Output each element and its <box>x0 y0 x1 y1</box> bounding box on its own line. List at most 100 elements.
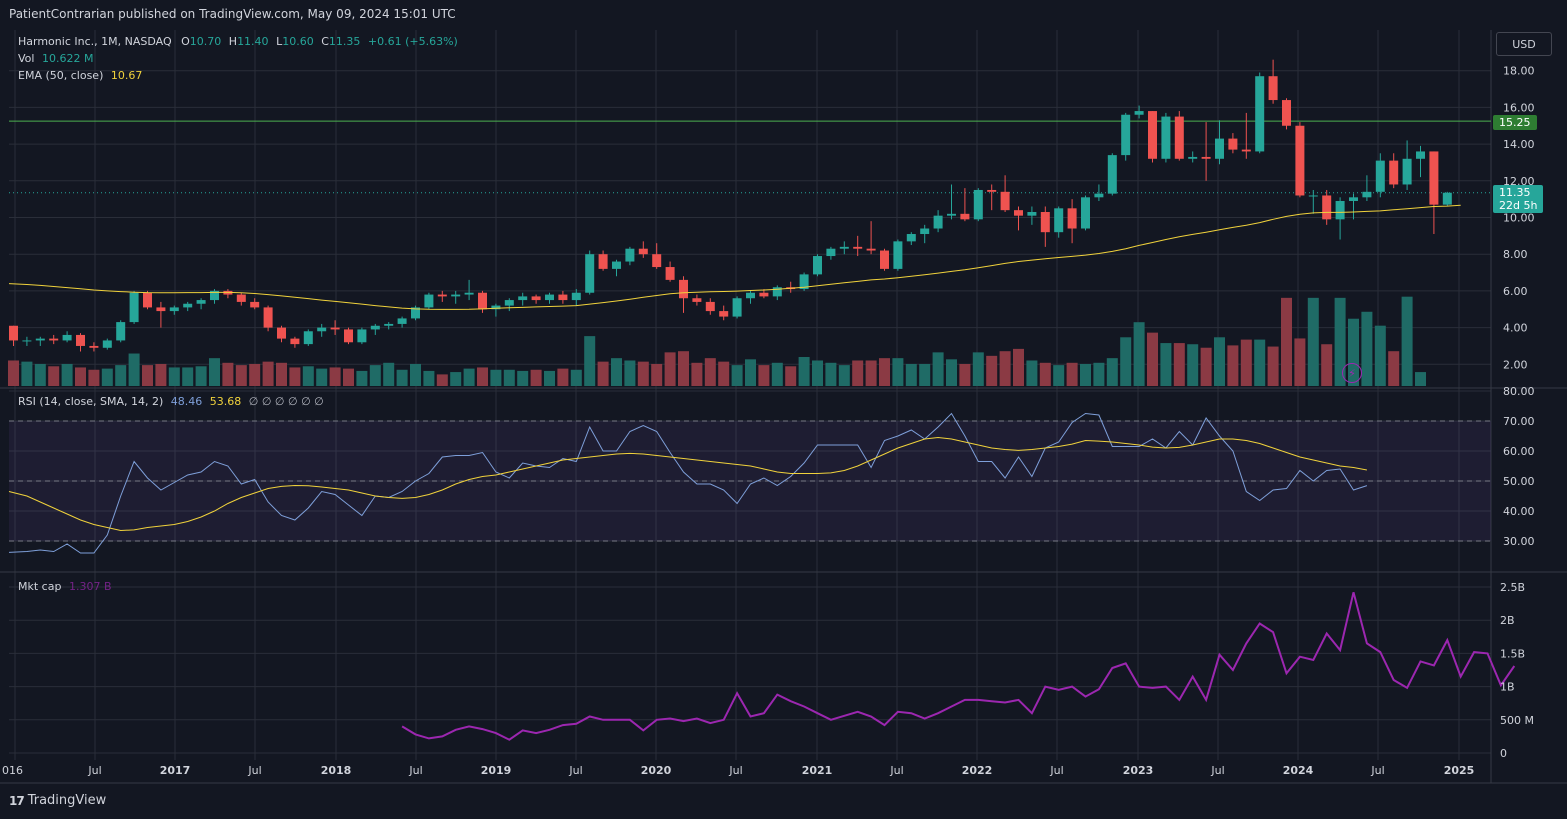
candle-body <box>612 261 621 269</box>
volume-bar <box>798 357 810 386</box>
time-tick-label: 2024 <box>1283 764 1314 777</box>
candle-body <box>183 303 193 308</box>
candle-body <box>826 248 836 257</box>
volume-bar <box>865 360 877 386</box>
volume-bar <box>235 365 247 386</box>
currency-button[interactable]: USD <box>1496 32 1552 56</box>
candle-body <box>1416 151 1425 159</box>
volume-bar <box>892 358 904 386</box>
candle-body <box>772 287 782 297</box>
volume-bar <box>879 358 890 386</box>
candle-body <box>598 254 608 269</box>
candle-body <box>987 189 997 192</box>
indicator-lines <box>8 204 1516 741</box>
volume-bar <box>343 368 354 386</box>
low-value: 10.60 <box>282 35 314 48</box>
candle-body <box>933 215 943 229</box>
candle-body <box>1067 208 1077 229</box>
candle-body <box>116 322 126 341</box>
volume-bar <box>1214 337 1225 386</box>
candle-body <box>210 290 219 301</box>
volume-legend[interactable]: Vol 10.622 M <box>18 52 93 65</box>
candle-body <box>1349 197 1358 201</box>
candle-body <box>464 292 474 295</box>
rsi-tick-label: 60.00 <box>1503 445 1535 458</box>
candle-body <box>1134 111 1144 115</box>
volume-bar <box>329 367 341 386</box>
candle-body <box>1174 116 1184 159</box>
volume-bar <box>88 369 100 386</box>
symbol-name[interactable]: Harmonic Inc., 1M, NASDAQ <box>18 35 172 48</box>
time-tick-label: 2023 <box>1123 764 1154 777</box>
volume-bar <box>1039 362 1051 386</box>
time-tick-label: 2018 <box>321 764 352 777</box>
rsi-sma-value: 53.68 <box>209 395 242 408</box>
volume-bar <box>932 352 944 386</box>
price-tick-label: 6.00 <box>1503 285 1528 298</box>
volume-bar <box>503 369 515 386</box>
candle-body <box>35 338 45 341</box>
candle-body <box>303 331 313 345</box>
ema-legend[interactable]: EMA (50, close) 10.67 <box>18 69 142 82</box>
volume-bar <box>1227 345 1239 386</box>
rsi-label: RSI (14, close, SMA, 14, 2) <box>18 395 164 408</box>
candle-body <box>1442 192 1452 205</box>
volume-bar <box>249 363 261 386</box>
time-tick-label: 016 <box>2 764 23 777</box>
lightning-icon[interactable]: ⚡ <box>1342 363 1362 383</box>
candle-body <box>384 323 394 326</box>
candle-body <box>504 300 514 306</box>
tradingview-logo[interactable]: 17 TradingView <box>9 793 106 808</box>
candle-body <box>102 340 112 348</box>
volume-bar <box>1066 362 1078 386</box>
candle-body <box>960 213 970 220</box>
volume-bar <box>838 365 850 386</box>
candle-body <box>746 292 755 299</box>
candle-body <box>759 292 769 297</box>
time-tick-label: Jul <box>889 764 903 777</box>
price-legend[interactable]: Harmonic Inc., 1M, NASDAQ O10.70 H11.40 … <box>18 35 458 48</box>
candle-body <box>1241 149 1251 152</box>
candle-body <box>1201 156 1211 159</box>
candle-body <box>1335 200 1345 220</box>
time-tick-label: 2017 <box>160 764 191 777</box>
rsi-tick-label: 80.00 <box>1503 385 1535 398</box>
time-tick-label: Jul <box>1210 764 1224 777</box>
volume-bar <box>450 372 462 386</box>
volume-bar <box>825 362 837 386</box>
volume-bar <box>1173 343 1185 386</box>
volume-bar <box>61 363 73 386</box>
candle-body <box>880 250 889 269</box>
time-tick-label: 2021 <box>802 764 833 777</box>
volume-bar <box>637 361 649 386</box>
rsi-tick-label: 70.00 <box>1503 415 1535 428</box>
candle-body <box>1027 211 1037 216</box>
volume-bar <box>477 367 488 386</box>
mktcap-legend[interactable]: Mkt cap 1.307 B <box>18 580 112 593</box>
volume-bar <box>369 365 381 386</box>
candle-body <box>491 305 501 310</box>
candle-body <box>129 292 139 323</box>
candle-body <box>196 300 206 304</box>
volume-bar <box>905 363 917 386</box>
volume-bar <box>570 369 582 386</box>
volume-bar <box>1374 325 1386 386</box>
volume-bar <box>611 358 622 386</box>
candle-body <box>437 294 447 297</box>
mktcap-tick-label: 500 M <box>1500 714 1534 727</box>
candle-body <box>813 256 822 275</box>
candle-body <box>920 228 930 235</box>
rsi-legend[interactable]: RSI (14, close, SMA, 14, 2) 48.46 53.68 … <box>18 395 324 408</box>
candle-body <box>705 301 715 312</box>
candle-body <box>1268 76 1278 101</box>
candle-body <box>478 292 487 310</box>
candle-body <box>156 307 166 312</box>
candle-body <box>317 327 327 332</box>
volume-bar <box>1093 362 1105 386</box>
volume-bar <box>463 368 475 386</box>
candle-body <box>263 307 273 328</box>
volume-bar <box>1321 344 1333 386</box>
volume-bar <box>1147 332 1158 386</box>
volume-bar <box>8 360 19 386</box>
rsi-tick-label: 40.00 <box>1503 505 1535 518</box>
